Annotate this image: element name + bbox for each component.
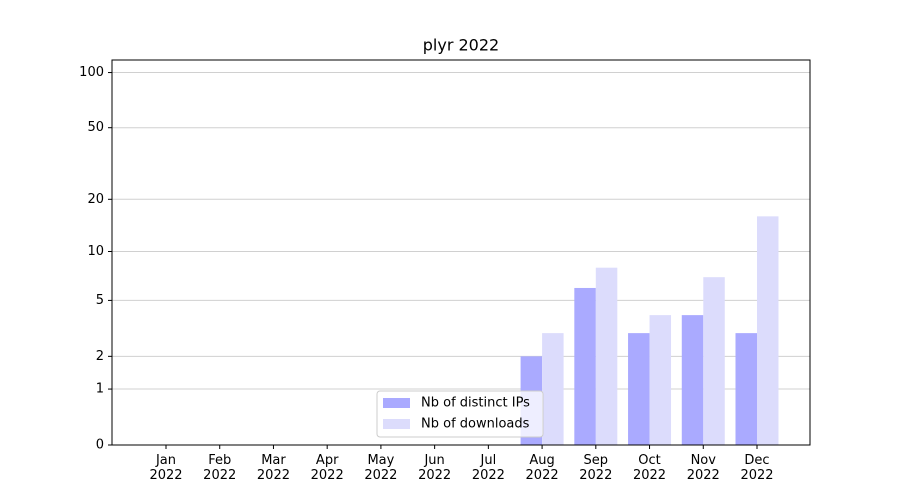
y-tick-label: 2 (96, 349, 104, 364)
x-tick-label: Aug 2022 (525, 453, 559, 483)
y-tick-label: 5 (96, 293, 104, 308)
x-tick-label: Sep 2022 (579, 453, 613, 483)
legend-swatch (383, 398, 410, 408)
x-tick-label: Mar 2022 (256, 453, 290, 483)
legend-label: Nb of distinct IPs (421, 396, 530, 411)
x-tick-label: Nov 2022 (686, 453, 720, 483)
x-tick-label: Jun 2022 (418, 453, 452, 483)
y-tick-label: 50 (87, 120, 104, 135)
x-tick-label: Dec 2022 (740, 453, 774, 483)
x-tick-label: Feb 2022 (203, 453, 237, 483)
y-tick-label: 100 (79, 65, 104, 80)
plot-frame (111, 59, 811, 446)
bar (681, 315, 704, 445)
legend-label: Nb of downloads (421, 417, 530, 432)
bar (574, 287, 596, 445)
x-tick-label: Oct 2022 (632, 453, 667, 483)
bar (649, 315, 672, 445)
chart-title: plyr 2022 (423, 36, 499, 55)
legend-box (376, 390, 544, 438)
x-tick-label: Jan 2022 (149, 453, 183, 483)
legend: Nb of distinct IPs Nb of downloads (376, 390, 544, 438)
bar (542, 333, 564, 445)
y-tick-label: 10 (87, 244, 104, 259)
y-tick-label: 0 (96, 438, 104, 453)
x-tick-label: Apr 2022 (310, 453, 344, 483)
x-tick-label: May 2022 (364, 453, 398, 483)
x-tick-label: Jul 2022 (471, 453, 505, 483)
y-tick-label: 1 (96, 382, 104, 397)
bar (595, 267, 618, 445)
legend-swatch (383, 419, 410, 429)
bar (628, 333, 650, 445)
bar (757, 216, 779, 445)
bar (735, 333, 757, 445)
y-tick-label: 20 (87, 192, 104, 207)
bar (703, 277, 725, 445)
